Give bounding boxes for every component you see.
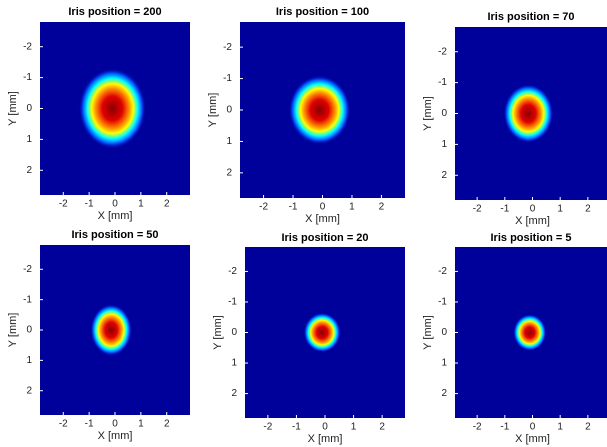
x-tick-label: 2	[164, 419, 170, 430]
beam-spot	[79, 68, 146, 148]
y-tick-label: 2	[441, 388, 447, 399]
panel-title: Iris position = 70	[487, 11, 574, 23]
x-tick-label: -1	[289, 202, 298, 213]
x-tick-label: 0	[112, 419, 118, 430]
x-tick-label: 2	[585, 204, 591, 215]
x-tick-label: 2	[585, 422, 591, 433]
beam-spot	[304, 313, 341, 353]
y-tick-label: -2	[23, 41, 32, 52]
x-tick-label: 0	[322, 422, 328, 433]
x-tick-label: 0	[320, 202, 326, 213]
x-axis-label: X [mm]	[98, 210, 133, 222]
y-tick-label: 1	[231, 358, 237, 369]
y-tick-label: 1	[26, 134, 32, 145]
panel-title: Iris position = 20	[281, 232, 368, 244]
y-tick-label: 0	[231, 327, 237, 338]
x-tick-label: -1	[292, 422, 301, 433]
x-tick-label: 2	[379, 422, 385, 433]
beam-spot	[289, 75, 351, 144]
y-tick-label: 2	[26, 385, 32, 396]
x-tick-label: 0	[112, 199, 118, 210]
x-tick-label: 2	[164, 199, 170, 210]
x-tick-label: 1	[557, 204, 563, 215]
y-tick-label: 0	[441, 327, 447, 338]
y-tick-label: -2	[228, 266, 237, 277]
x-axis-label: X [mm]	[305, 213, 340, 225]
y-tick-label: 1	[441, 358, 447, 369]
y-tick-label: 0	[441, 108, 447, 119]
y-axis-label: Y [mm]	[422, 315, 434, 350]
beam-spot	[503, 84, 553, 143]
x-tick-label: -1	[500, 204, 509, 215]
x-tick-label: 0	[530, 204, 536, 215]
y-tick-label: -1	[23, 294, 32, 305]
y-tick-label: -1	[438, 77, 447, 88]
beam-spot	[513, 314, 546, 351]
y-tick-label: -2	[223, 42, 232, 53]
x-tick-label: 0	[530, 422, 536, 433]
panel-title: Iris position = 200	[68, 6, 161, 18]
panel-title: Iris position = 100	[276, 6, 369, 18]
panel-title: Iris position = 5	[491, 232, 572, 244]
y-tick-label: 2	[26, 165, 32, 176]
y-axis-label: Y [mm]	[212, 315, 224, 350]
y-tick-label: -2	[438, 46, 447, 57]
x-tick-label: 1	[351, 422, 357, 433]
y-tick-label: -2	[23, 264, 32, 275]
x-axis-label: X [mm]	[515, 433, 550, 445]
x-axis-label: X [mm]	[515, 215, 550, 227]
y-tick-label: 0	[226, 105, 232, 116]
y-tick-label: 2	[441, 170, 447, 181]
y-tick-label: -1	[438, 297, 447, 308]
y-axis-label: Y [mm]	[7, 91, 19, 126]
x-tick-label: -2	[263, 422, 272, 433]
x-tick-label: 2	[379, 202, 385, 213]
x-tick-label: -2	[259, 202, 268, 213]
x-tick-label: -1	[85, 199, 94, 210]
x-tick-label: -1	[85, 419, 94, 430]
y-tick-label: -1	[23, 72, 32, 83]
x-tick-label: 1	[557, 422, 563, 433]
beam-spot	[90, 304, 131, 356]
x-tick-label: 1	[138, 199, 144, 210]
y-axis-label: Y [mm]	[7, 313, 19, 348]
y-axis-label: Y [mm]	[207, 93, 219, 128]
y-tick-label: 2	[226, 167, 232, 178]
y-tick-label: 1	[226, 136, 232, 147]
y-tick-label: -2	[438, 266, 447, 277]
x-tick-label: -2	[59, 419, 68, 430]
x-tick-label: -2	[473, 204, 482, 215]
x-tick-label: -2	[59, 199, 68, 210]
x-tick-label: 1	[349, 202, 355, 213]
y-tick-label: 0	[26, 103, 32, 114]
x-axis-label: X [mm]	[308, 433, 343, 445]
x-axis-label: X [mm]	[98, 430, 133, 442]
y-axis-label: Y [mm]	[422, 96, 434, 131]
x-tick-label: 1	[138, 419, 144, 430]
x-tick-label: -1	[500, 422, 509, 433]
y-tick-label: 1	[26, 355, 32, 366]
figure: Iris position = 200-2-1012-2-1012X [mm]Y…	[0, 0, 607, 447]
x-tick-label: -2	[473, 422, 482, 433]
y-tick-label: -1	[223, 73, 232, 84]
y-tick-label: 0	[26, 325, 32, 336]
y-tick-label: -1	[228, 297, 237, 308]
y-tick-label: 2	[231, 388, 237, 399]
y-tick-label: 1	[441, 139, 447, 150]
panel-title: Iris position = 50	[71, 229, 158, 241]
